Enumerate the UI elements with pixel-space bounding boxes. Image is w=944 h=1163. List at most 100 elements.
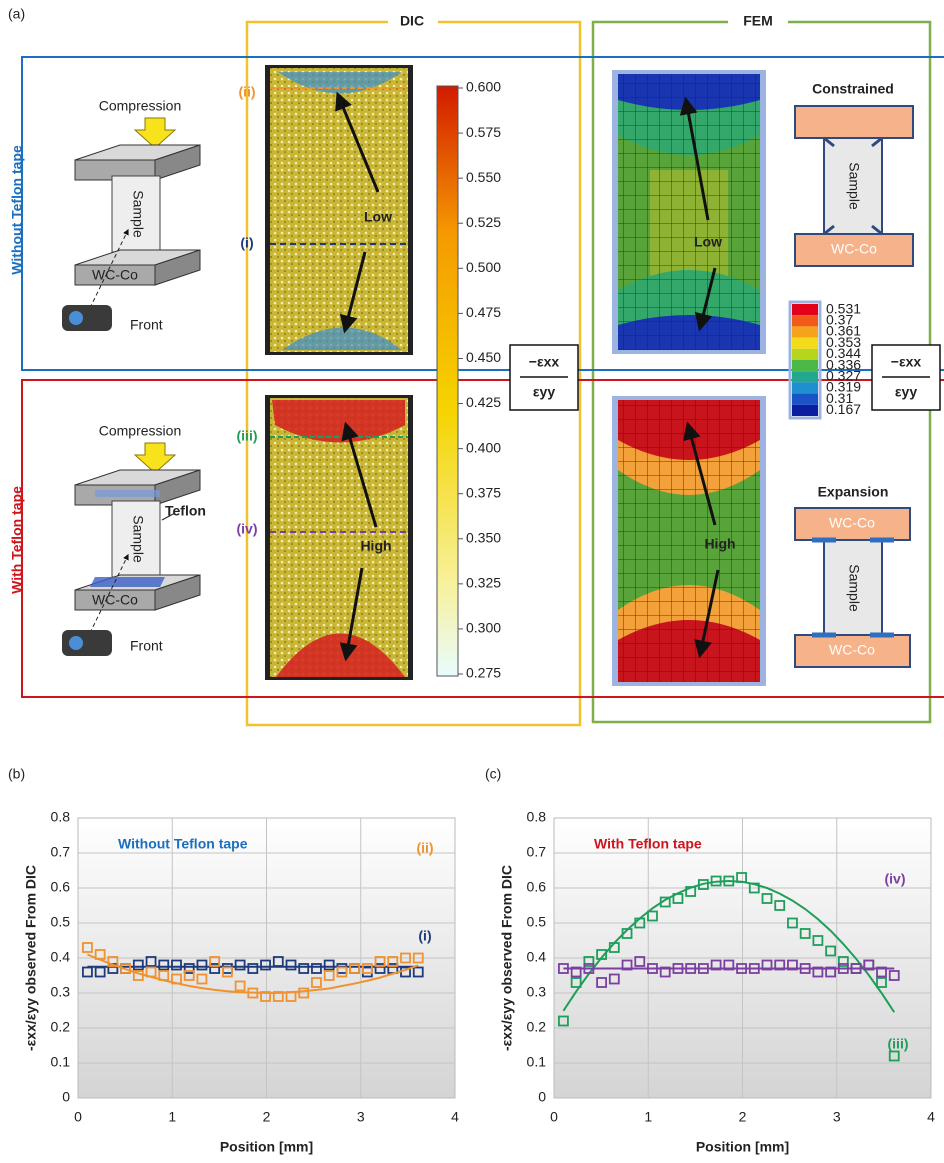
marker — [748, 882, 760, 894]
view-line — [89, 228, 129, 309]
title-bg — [728, 8, 788, 36]
marker — [387, 956, 399, 967]
panel-a: (a) DIC FEM Without Teflon tape With Tef… — [8, 6, 944, 727]
section-label: (i) — [240, 235, 253, 251]
legend-swatch — [792, 404, 818, 416]
y-tick-label: 0.3 — [51, 984, 71, 1000]
section-label: (iii) — [237, 428, 258, 444]
ratio-box: −εxx εyy — [871, 344, 941, 411]
camera-lens — [69, 311, 83, 325]
ratio-box: −εxx εyy — [509, 344, 579, 411]
legend-swatch — [792, 315, 818, 327]
x-tick-label: 4 — [451, 1109, 459, 1125]
y-axis-label: -εxx/εyy observed From DIC — [499, 865, 515, 1051]
fem-image: Low High — [612, 70, 766, 686]
sample-label: Sample — [130, 190, 146, 238]
arrow — [683, 421, 717, 526]
marker — [837, 956, 849, 967]
marker — [374, 963, 386, 974]
marker — [272, 956, 284, 967]
marker — [311, 963, 322, 974]
sample — [823, 137, 883, 235]
marker — [171, 959, 182, 971]
marker — [285, 959, 297, 971]
expansion-arrow — [812, 537, 894, 638]
marker — [196, 959, 208, 971]
marker — [761, 893, 773, 904]
marker — [260, 991, 271, 1002]
marker — [736, 963, 747, 974]
schematic-title: Constrained — [812, 81, 894, 97]
sample-label: Sample — [846, 162, 862, 210]
legend-label: 0.37 — [826, 312, 853, 328]
sample-label: Sample — [846, 564, 862, 612]
marker — [787, 959, 798, 971]
marker — [583, 956, 595, 967]
marker — [171, 973, 182, 985]
marker — [748, 963, 760, 974]
legend-swatch — [792, 304, 818, 316]
ratio-numerator: −εxx — [529, 354, 560, 370]
marker — [400, 952, 411, 964]
y-tick-label: 0.8 — [527, 809, 547, 825]
marker — [647, 910, 658, 922]
sample-label: Sample — [130, 515, 146, 563]
camera-label: Front — [130, 638, 163, 654]
marker — [412, 966, 424, 978]
row-frame — [21, 379, 944, 698]
marker — [723, 959, 735, 971]
y-tick-label: 0.2 — [527, 1019, 547, 1035]
marker — [247, 963, 259, 974]
marker — [94, 966, 106, 978]
colorbar-label: 0.575 — [466, 124, 501, 140]
dic-title: DIC — [400, 13, 424, 29]
y-axis-label: -εxx/εyy observed From DIC — [23, 865, 39, 1051]
legend-label: 0.167 — [826, 401, 861, 417]
x-tick-label: 4 — [927, 1109, 935, 1125]
marker — [298, 987, 310, 999]
y-tick-label: 0.7 — [51, 844, 71, 860]
constraint-schematic: Constrained Sample WC-Co — [794, 81, 914, 267]
colorbar-label: 0.600 — [466, 79, 501, 95]
plate — [154, 469, 201, 506]
series-label: (iv) — [885, 871, 906, 887]
marker — [850, 963, 862, 974]
row-frame — [21, 56, 944, 371]
arrow — [133, 442, 177, 474]
marker — [736, 872, 747, 883]
marker — [621, 928, 633, 939]
y-tick-label: 0.4 — [527, 949, 547, 965]
marker — [723, 875, 735, 887]
marker — [145, 966, 157, 978]
section-label: (iv) — [237, 521, 258, 537]
marker — [221, 966, 233, 978]
marker — [558, 1015, 569, 1027]
row-label: With Teflon tape — [9, 486, 25, 594]
marker — [685, 963, 697, 974]
base-label: WC-Co — [92, 267, 138, 283]
base-label: WC-Co — [92, 592, 138, 608]
mesh — [618, 400, 760, 682]
series-label: (ii) — [416, 840, 433, 856]
press-schematic: Compression Sample WC-Co Front — [62, 98, 201, 333]
marker — [659, 966, 671, 978]
arrow — [339, 567, 364, 662]
marker — [120, 963, 131, 974]
legend-swatch — [792, 348, 818, 360]
legend-swatch — [792, 393, 818, 405]
legend-label: 0.353 — [826, 334, 861, 350]
y-tick-label: 0.1 — [527, 1054, 547, 1070]
marker — [812, 935, 824, 946]
camera-label: Front — [130, 317, 163, 333]
marker — [596, 949, 607, 960]
marker — [311, 977, 322, 988]
panel-label: (b) — [8, 766, 25, 782]
y-tick-label: 0.5 — [51, 914, 71, 930]
x-tick-label: 2 — [263, 1109, 271, 1125]
plot-frame — [553, 817, 932, 1099]
teflon-layer — [90, 577, 165, 587]
marker — [837, 963, 849, 974]
arrow — [341, 421, 378, 528]
arrow-label: Low — [364, 209, 392, 225]
